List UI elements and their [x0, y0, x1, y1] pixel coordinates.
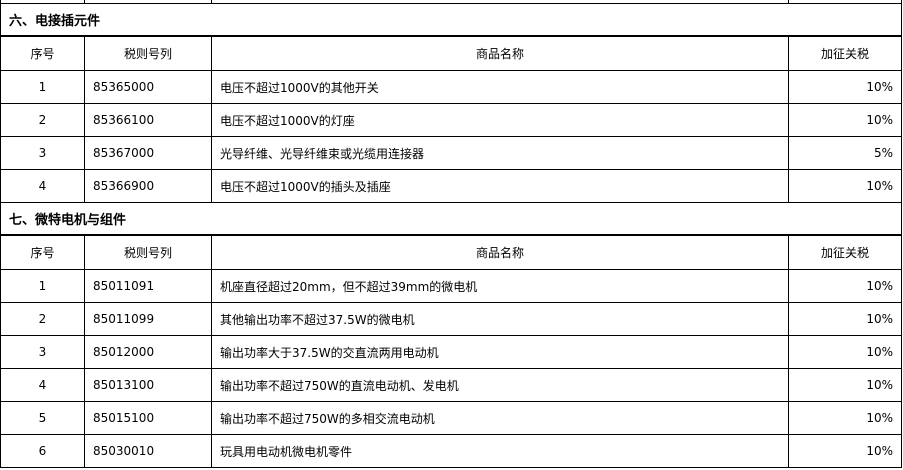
tariff-code: 85011091 [84, 269, 212, 303]
product-name: 电压不超过1000V的其他开关 [211, 70, 789, 104]
row-index: 2 [0, 302, 85, 336]
row-index: 3 [0, 136, 85, 170]
table-row: 4 85013100 输出功率不超过750W的直流电动机、发电机 10% [0, 368, 902, 402]
column-header: 商品名称 [211, 35, 789, 71]
tariff-code: 85030010 [84, 434, 212, 468]
section-header: 七、微特电机与组件 [0, 202, 902, 236]
column-header-row: 序号 税则号列 商品名称 加征关税 [0, 234, 902, 270]
product-name: 电压不超过1000V的插头及插座 [211, 169, 789, 203]
tariff-code: 85011099 [84, 302, 212, 336]
row-index: 4 [0, 368, 85, 402]
column-header: 加征关税 [788, 234, 902, 270]
additional-tariff: 5% [788, 136, 902, 170]
table-row: 3 85367000 光导纤维、光导纤维束或光缆用连接器 5% [0, 136, 902, 170]
section-title: 七、微特电机与组件 [0, 202, 902, 236]
previous-row-fragment [0, 0, 902, 4]
table-row: 6 85030010 玩具用电动机微电机零件 10% [0, 434, 902, 468]
product-name: 输出功率大于37.5W的交直流两用电动机 [211, 335, 789, 369]
additional-tariff: 10% [788, 401, 902, 435]
column-header: 序号 [0, 35, 85, 71]
product-name: 电压不超过1000V的灯座 [211, 103, 789, 137]
additional-tariff: 10% [788, 70, 902, 104]
column-header: 商品名称 [211, 234, 789, 270]
section-header: 六、电接插元件 [0, 3, 902, 37]
tariff-code: 85015100 [84, 401, 212, 435]
tariff-code: 85366900 [84, 169, 212, 203]
additional-tariff: 10% [788, 269, 902, 303]
additional-tariff: 10% [788, 103, 902, 137]
product-name: 其他输出功率不超过37.5W的微电机 [211, 302, 789, 336]
additional-tariff: 10% [788, 368, 902, 402]
additional-tariff: 10% [788, 169, 902, 203]
section-title: 六、电接插元件 [0, 3, 902, 37]
column-header: 序号 [0, 234, 85, 270]
product-name: 玩具用电动机微电机零件 [211, 434, 789, 468]
column-header-row: 序号 税则号列 商品名称 加征关税 [0, 35, 902, 71]
additional-tariff: 10% [788, 434, 902, 468]
row-index: 1 [0, 269, 85, 303]
product-name: 输出功率不超过750W的多相交流电动机 [211, 401, 789, 435]
product-name: 输出功率不超过750W的直流电动机、发电机 [211, 368, 789, 402]
row-index: 1 [0, 70, 85, 104]
row-index: 6 [0, 434, 85, 468]
column-header: 税则号列 [84, 234, 212, 270]
tariff-code: 85012000 [84, 335, 212, 369]
table-row: 5 85015100 输出功率不超过750W的多相交流电动机 10% [0, 401, 902, 435]
column-header: 税则号列 [84, 35, 212, 71]
additional-tariff: 10% [788, 335, 902, 369]
product-name: 机座直径超过20mm，但不超过39mm的微电机 [211, 269, 789, 303]
row-index: 3 [0, 335, 85, 369]
tariff-code: 85367000 [84, 136, 212, 170]
tariff-code: 85366100 [84, 103, 212, 137]
table-row: 2 85366100 电压不超过1000V的灯座 10% [0, 103, 902, 137]
table-row: 4 85366900 电压不超过1000V的插头及插座 10% [0, 169, 902, 203]
row-index: 4 [0, 169, 85, 203]
column-header: 加征关税 [788, 35, 902, 71]
table-row: 1 85365000 电压不超过1000V的其他开关 10% [0, 70, 902, 104]
row-index: 5 [0, 401, 85, 435]
tariff-code: 85013100 [84, 368, 212, 402]
row-index: 2 [0, 103, 85, 137]
table-row: 1 85011091 机座直径超过20mm，但不超过39mm的微电机 10% [0, 269, 902, 303]
tariff-code: 85365000 [84, 70, 212, 104]
additional-tariff: 10% [788, 302, 902, 336]
table-row: 2 85011099 其他输出功率不超过37.5W的微电机 10% [0, 302, 902, 336]
product-name: 光导纤维、光导纤维束或光缆用连接器 [211, 136, 789, 170]
table-row: 3 85012000 输出功率大于37.5W的交直流两用电动机 10% [0, 335, 902, 369]
